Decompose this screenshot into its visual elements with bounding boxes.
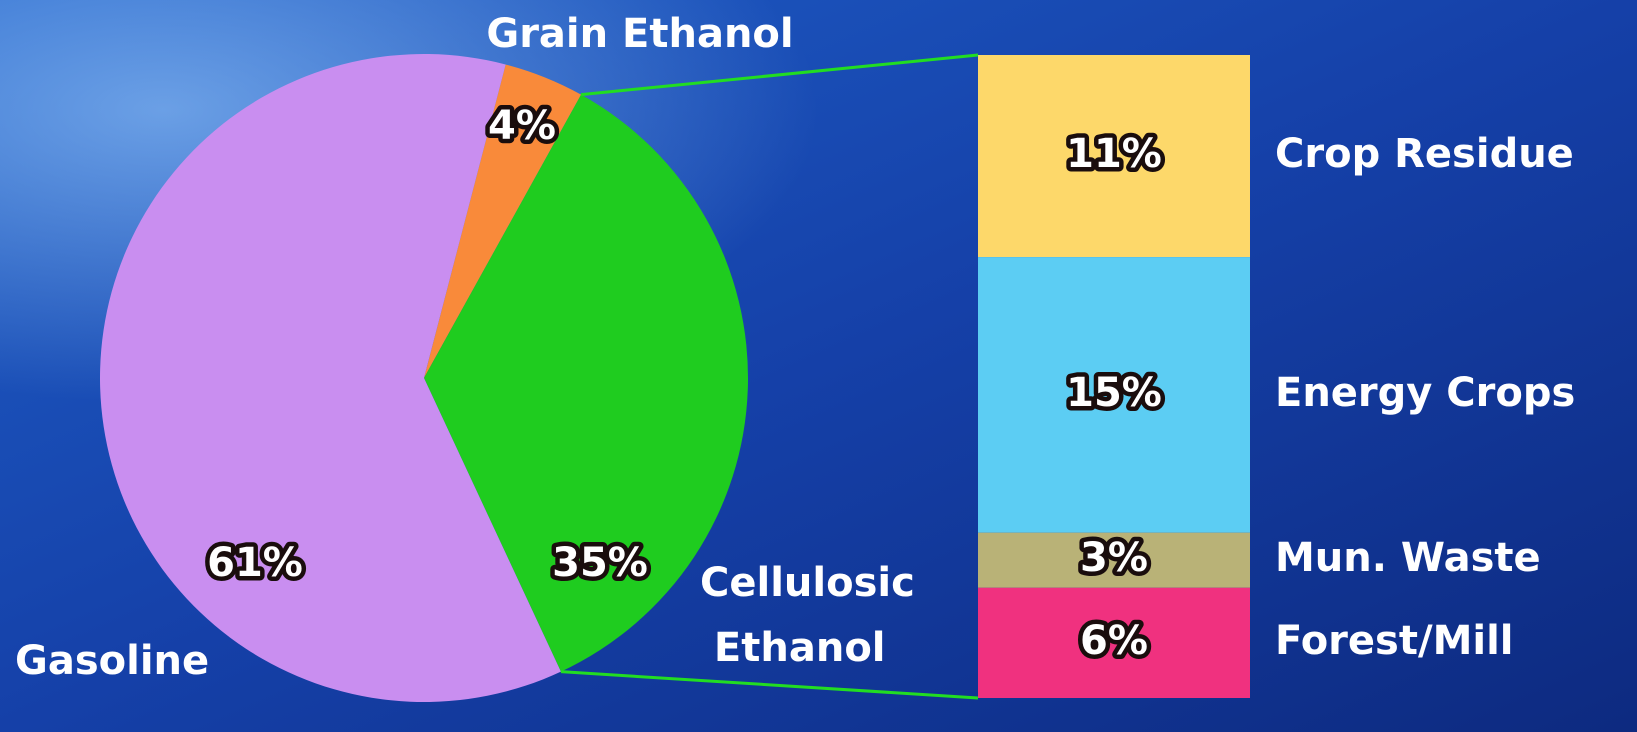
- pie-category-label: Grain Ethanol: [486, 11, 793, 57]
- connector: [560, 670, 979, 700]
- pie-category-label: Cellulosic Ethanol: [700, 560, 915, 671]
- bar-value-label: 6%: [1080, 618, 1148, 664]
- bar-category-label: Crop Residue: [1275, 131, 1574, 177]
- pie-value-label: 35%: [552, 540, 648, 586]
- bar-segment: [978, 55, 1250, 258]
- bar-value-label: 11%: [1066, 131, 1162, 177]
- connector: [580, 53, 979, 97]
- pie-slice: [100, 54, 561, 703]
- bar-value-label: 15%: [1066, 370, 1162, 416]
- bar-category-label: Forest/Mill: [1275, 618, 1514, 664]
- bar-segment: [978, 532, 1250, 588]
- pie-slice: [424, 94, 748, 672]
- pie-slice: [424, 64, 582, 379]
- pie-value-label: 4%: [488, 103, 556, 149]
- bar-segment: [978, 257, 1250, 533]
- pie-value-label: 61%: [207, 540, 303, 586]
- bar-category-label: Energy Crops: [1275, 370, 1575, 416]
- bar-segment: [978, 587, 1250, 698]
- bar-value-label: 3%: [1080, 535, 1148, 581]
- pie-category-label: Gasoline: [15, 638, 209, 684]
- bar-category-label: Mun. Waste: [1275, 535, 1541, 581]
